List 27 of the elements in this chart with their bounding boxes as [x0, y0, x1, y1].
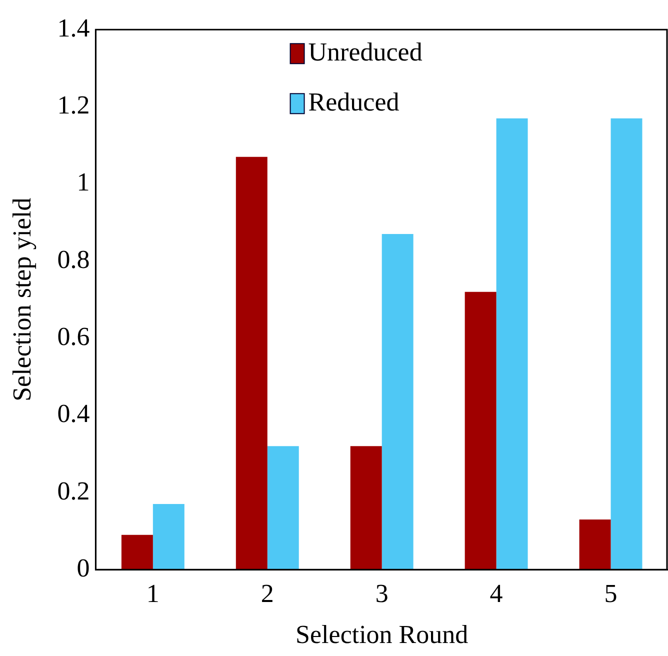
legend-label: Unreduced	[308, 37, 422, 66]
y-tick-label: 1.2	[57, 90, 90, 120]
y-tick-label: 0.2	[57, 476, 90, 506]
bar	[610, 118, 642, 570]
x-tick-label: 3	[375, 579, 388, 608]
x-tick-label: 4	[490, 579, 503, 608]
y-tick-label: 1.4	[57, 13, 90, 42]
bar	[350, 446, 382, 570]
bar	[121, 534, 153, 570]
x-tick-label: 1	[146, 579, 160, 608]
bar	[382, 234, 414, 570]
y-tick-label: 0.8	[57, 244, 90, 274]
bar	[152, 504, 184, 570]
x-tick-label: 2	[260, 579, 274, 608]
bar	[267, 446, 299, 570]
legend-label: Reduced	[308, 87, 400, 116]
y-tick-label: 0.4	[57, 399, 90, 428]
y-tick-label: 0.6	[57, 322, 90, 351]
bar	[236, 156, 268, 570]
x-axis-title: Selection Round	[296, 620, 468, 650]
y-tick-label: 0	[76, 553, 90, 582]
bar	[579, 519, 611, 570]
bar	[496, 118, 528, 570]
y-axis-title: Selection step yield	[7, 198, 36, 402]
x-tick-label: 5	[604, 579, 618, 608]
y-tick-label: 1	[76, 168, 90, 197]
bar	[464, 292, 496, 570]
